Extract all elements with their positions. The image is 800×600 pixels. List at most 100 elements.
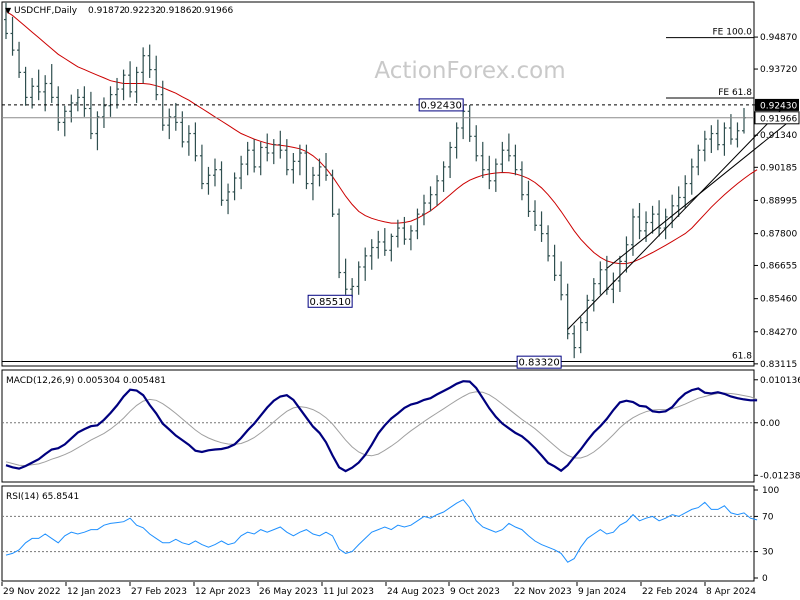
price-bar: [350, 278, 355, 298]
price-header: ▼ USDCHF,Daily 0.91872 0.92232 0.91862 0…: [5, 6, 233, 16]
price-bar: [683, 175, 688, 209]
price-bar: [363, 247, 368, 281]
price-bar: [728, 114, 733, 145]
ohlc-high: 0.92232: [124, 6, 161, 16]
time-tick-label: 27 Feb 2023: [131, 587, 187, 597]
time-tick-label: 8 Apr 2024: [706, 587, 756, 597]
price-bar: [474, 125, 479, 162]
price-bar: [689, 158, 694, 195]
price-bar: [630, 208, 635, 256]
price-bar: [676, 186, 681, 217]
price-bar: [278, 130, 283, 159]
price-bar: [23, 66, 28, 106]
price-bar: [36, 69, 41, 101]
price-bar: [10, 16, 15, 56]
price-bar: [141, 47, 146, 84]
price-bar: [382, 228, 387, 256]
svg-text:0.92430: 0.92430: [420, 100, 461, 111]
price-bar: [343, 258, 348, 295]
price-bar: [17, 41, 22, 78]
price-bar: [356, 261, 361, 295]
ohlc-close: 0.91966: [196, 6, 233, 16]
price-bar: [369, 239, 374, 270]
price-bar: [297, 144, 302, 176]
price-bar: [160, 80, 165, 131]
price-bar: [591, 278, 596, 312]
price-box-label: 0.83320: [516, 355, 562, 369]
macd-tick-label: 0.00: [760, 419, 780, 429]
price-tick-label: 0.87800: [760, 230, 797, 240]
rsi-line: [5, 499, 758, 563]
price-bar: [709, 125, 714, 154]
price-bar: [408, 225, 413, 251]
price-bar: [572, 325, 577, 359]
macd-tick-label: 0.010136: [760, 376, 800, 386]
price-bar: [546, 225, 551, 262]
time-tick-label: 22 Nov 2023: [514, 587, 572, 597]
ohlc-open: 0.91872: [88, 6, 125, 16]
price-bar: [265, 133, 270, 162]
price-bar: [415, 208, 420, 240]
price-bar: [304, 144, 309, 190]
macd-y-axis: 0.010136 0.00 -0.012383: [2, 376, 800, 481]
price-bar: [330, 169, 335, 217]
price-bar: [500, 141, 505, 173]
price-y-axis: 0.94870 0.93720 0.91340 0.90185 0.88995 0.878…: [754, 33, 800, 370]
price-tick-label: 0.90185: [760, 163, 797, 173]
price-bar: [441, 161, 446, 192]
time-tick-label: 22 Feb 2024: [642, 587, 698, 597]
time-tick-label: 9 Oct 2023: [450, 587, 500, 597]
resistance-price-tag: [755, 98, 799, 111]
time-tick-label: 26 May 2023: [259, 587, 318, 597]
price-bar: [88, 91, 93, 140]
price-bar: [506, 133, 511, 162]
resistance-price-tag-text: 0.92430: [760, 101, 797, 111]
price-bar: [395, 219, 400, 248]
macd-main-line: [5, 380, 758, 473]
time-tick-label: 11 Jul 2023: [323, 587, 374, 597]
rsi-y-axis: 100 70 30 0: [2, 486, 779, 584]
price-bar: [598, 261, 603, 295]
last-price-tag: [754, 111, 800, 125]
price-bar: [702, 130, 707, 162]
price-bar: [30, 77, 35, 109]
fe-61-8-level-label: FE 61.8: [718, 88, 752, 98]
price-bar: [193, 122, 198, 162]
price-bar: [578, 317, 583, 354]
price-bar: [513, 144, 518, 176]
price-tick-label: 0.88995: [760, 196, 797, 206]
rsi-tick-label: 70: [762, 512, 774, 522]
price-bar: [696, 144, 701, 176]
price-bar: [167, 108, 172, 140]
price-box-label: 0.92430: [418, 98, 464, 112]
price-bar: [657, 200, 662, 237]
macd-panel-frame: [1, 369, 755, 483]
price-bar: [617, 255, 622, 292]
price-bar: [212, 158, 217, 187]
price-bar: [245, 141, 250, 176]
price-bar: [402, 216, 407, 245]
price-bar: [291, 153, 296, 184]
price-bar: [448, 141, 453, 179]
price-tick-label: 0.86655: [760, 261, 797, 271]
price-bar: [487, 155, 492, 190]
price-bar: [239, 155, 244, 190]
price-bar: [101, 97, 106, 128]
rsi-panel: 100 70 30 0 RSI(14) 65.8541: [1, 485, 779, 584]
symbol-label: USDCHF,Daily: [14, 6, 78, 16]
price-bar: [585, 294, 590, 331]
svg-text:0.85510: 0.85510: [309, 297, 350, 308]
channel-lines-layer: [567, 100, 791, 330]
price-bar: [134, 66, 139, 103]
price-bar: [206, 166, 211, 195]
time-tick-label: 24 Aug 2023: [387, 587, 445, 597]
price-bar: [62, 105, 67, 137]
price-bar: [428, 186, 433, 212]
price-bar: [624, 236, 629, 273]
price-bar: [115, 77, 120, 109]
price-bar: [480, 141, 485, 179]
price-bar: [552, 244, 557, 281]
price-bar: [173, 102, 178, 131]
price-bar: [526, 180, 531, 217]
